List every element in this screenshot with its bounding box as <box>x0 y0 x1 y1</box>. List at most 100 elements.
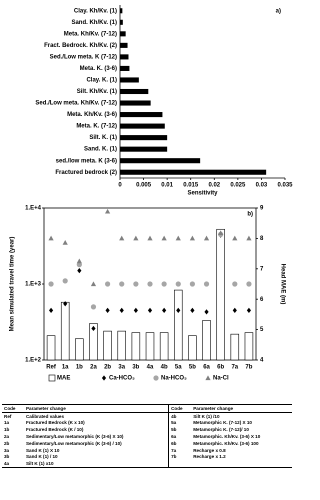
table-cell: 4b <box>168 412 192 420</box>
y-tick-label: Meta. Kh/Kv. (3-6) <box>67 112 117 118</box>
y-tick-label: Clay. Kh/Kv. (1) <box>74 8 117 14</box>
bar <box>120 123 165 129</box>
table-cell: 3b <box>4 454 10 460</box>
point <box>48 281 54 287</box>
point <box>105 281 111 287</box>
x-tick-label: 2a <box>90 365 97 371</box>
point <box>48 235 54 241</box>
x-tick-label: 3b <box>132 365 139 371</box>
bar <box>202 320 211 361</box>
table-row: 2b Sedimentary/Low metamorphic (K (3-6) /… <box>2 439 292 447</box>
table-cell: Sand K (1) X 10 <box>25 447 60 453</box>
point <box>90 281 97 287</box>
table-cell: Code <box>168 404 192 413</box>
x-tick-label: 7a <box>231 365 238 371</box>
bar <box>120 88 149 95</box>
point <box>76 258 82 264</box>
table-cell: Recharge x 0.8 <box>193 447 226 453</box>
point <box>162 307 167 313</box>
x-tick-label: 1a <box>62 365 69 371</box>
point <box>204 309 209 315</box>
point <box>203 235 210 241</box>
x-tick-label: 2b <box>104 365 111 371</box>
panel-label: a) <box>276 9 281 15</box>
table-cell: Parameter change <box>191 404 292 413</box>
y-tick-label: Fractured bedrock (2) <box>55 170 117 176</box>
point <box>147 281 153 287</box>
point <box>133 235 139 241</box>
table-cell: 1a <box>4 420 10 426</box>
y2-axis-label: Head MAE (m) <box>279 264 285 305</box>
point <box>77 268 82 274</box>
point <box>91 325 96 332</box>
point <box>161 281 167 287</box>
bar <box>120 135 168 141</box>
bar <box>244 332 254 361</box>
point <box>63 301 68 307</box>
table-cell: 6b <box>168 439 192 447</box>
table-cell: 4a <box>2 460 24 469</box>
x-tick-label: 0.02 <box>208 183 220 189</box>
bar <box>120 158 201 164</box>
parameter-table: Code Parameter change Code Parameter change… <box>2 404 292 469</box>
bar <box>174 289 183 361</box>
point <box>175 235 181 241</box>
y-tick-label: Sed./Low meta. Kh/Kv. (7-12) <box>35 101 117 107</box>
legend-swatch <box>205 375 211 381</box>
point <box>133 281 139 287</box>
table-row: 1a Fractured Bedrock (K x 10) 5a Metamorphi… <box>2 419 292 427</box>
bar <box>120 54 129 60</box>
legend-swatch <box>153 375 159 381</box>
bar <box>145 332 155 361</box>
table-cell: 1b <box>4 427 10 433</box>
table-cell: Silt K (1) /10 <box>193 413 220 419</box>
table-cell: 6a <box>168 433 192 440</box>
table-cell: 7a <box>168 446 192 454</box>
bar <box>120 42 128 48</box>
bar <box>89 323 98 361</box>
y-tick-label: Silt. Kh/Kv. (1) <box>77 89 117 95</box>
table-cell: 7b <box>168 453 192 461</box>
bar <box>117 330 126 361</box>
point <box>62 240 68 245</box>
x-tick-label: 0.015 <box>183 183 199 189</box>
legend-swatch <box>48 374 56 382</box>
table-cell: Fractured Bedrock (K x 10) <box>25 420 85 426</box>
x-tick-label: 5b <box>189 365 196 371</box>
bar <box>188 335 197 361</box>
bar <box>230 333 240 361</box>
point <box>175 281 181 287</box>
table-row: 4a Silt K (1) x10 <box>2 460 292 469</box>
table-cell: Recharge x 1.2 <box>193 454 226 460</box>
table-cell: 2b <box>4 440 10 446</box>
table-cell: Metamorphic K. (7-12) X 10 <box>193 420 252 426</box>
panel-label: b) <box>247 212 253 218</box>
y2-tick-label: 4 <box>260 358 264 364</box>
table-cell: Parameter change <box>23 404 169 413</box>
point <box>161 235 167 241</box>
page: {"chart_data": [ {"type": "hbar", "annot… <box>2 5 294 469</box>
y2-tick-label: 9 <box>260 206 264 212</box>
x-tick-label: 3a <box>118 365 125 371</box>
bar <box>120 65 130 71</box>
legend-label: Na-HCO₃ <box>161 376 187 382</box>
x-tick-label: 0.025 <box>230 183 246 189</box>
y-tick-label: Meta. K. (7-12) <box>76 124 117 130</box>
table-row: Ref Calibrated values 4b Silt K (1) /10 <box>2 412 292 420</box>
charts: Clay. Kh/Kv. (1) Sand. Kh/Kv. (1) Meta. Kh… <box>10 5 293 382</box>
legend-label: Ca-HCO₃ <box>109 376 135 382</box>
x-tick-label: 4b <box>161 365 168 371</box>
table-cell: Metamorphic. Kh/Kv. (3-6) X 10 <box>193 434 261 440</box>
y-tick-label: Sed./Low meta. K (7-12) <box>50 54 117 60</box>
bar <box>120 169 267 175</box>
bar <box>75 338 84 361</box>
table-cell: Fractured Bedrock (K / 10) <box>25 427 84 433</box>
table-row: Code Parameter change Code Parameter change <box>2 404 292 413</box>
bar <box>120 8 123 14</box>
table-row: 3b Sand K (1) / 10 7b Recharge x 1.2 <box>2 453 292 461</box>
y-tick-label: Sand. Kh/Kv. (1) <box>71 20 117 26</box>
table-cell: 5b <box>168 426 192 434</box>
x-tick-label: 4a <box>147 365 154 371</box>
bar <box>159 332 169 361</box>
x-tick-label: 1b <box>76 365 83 371</box>
